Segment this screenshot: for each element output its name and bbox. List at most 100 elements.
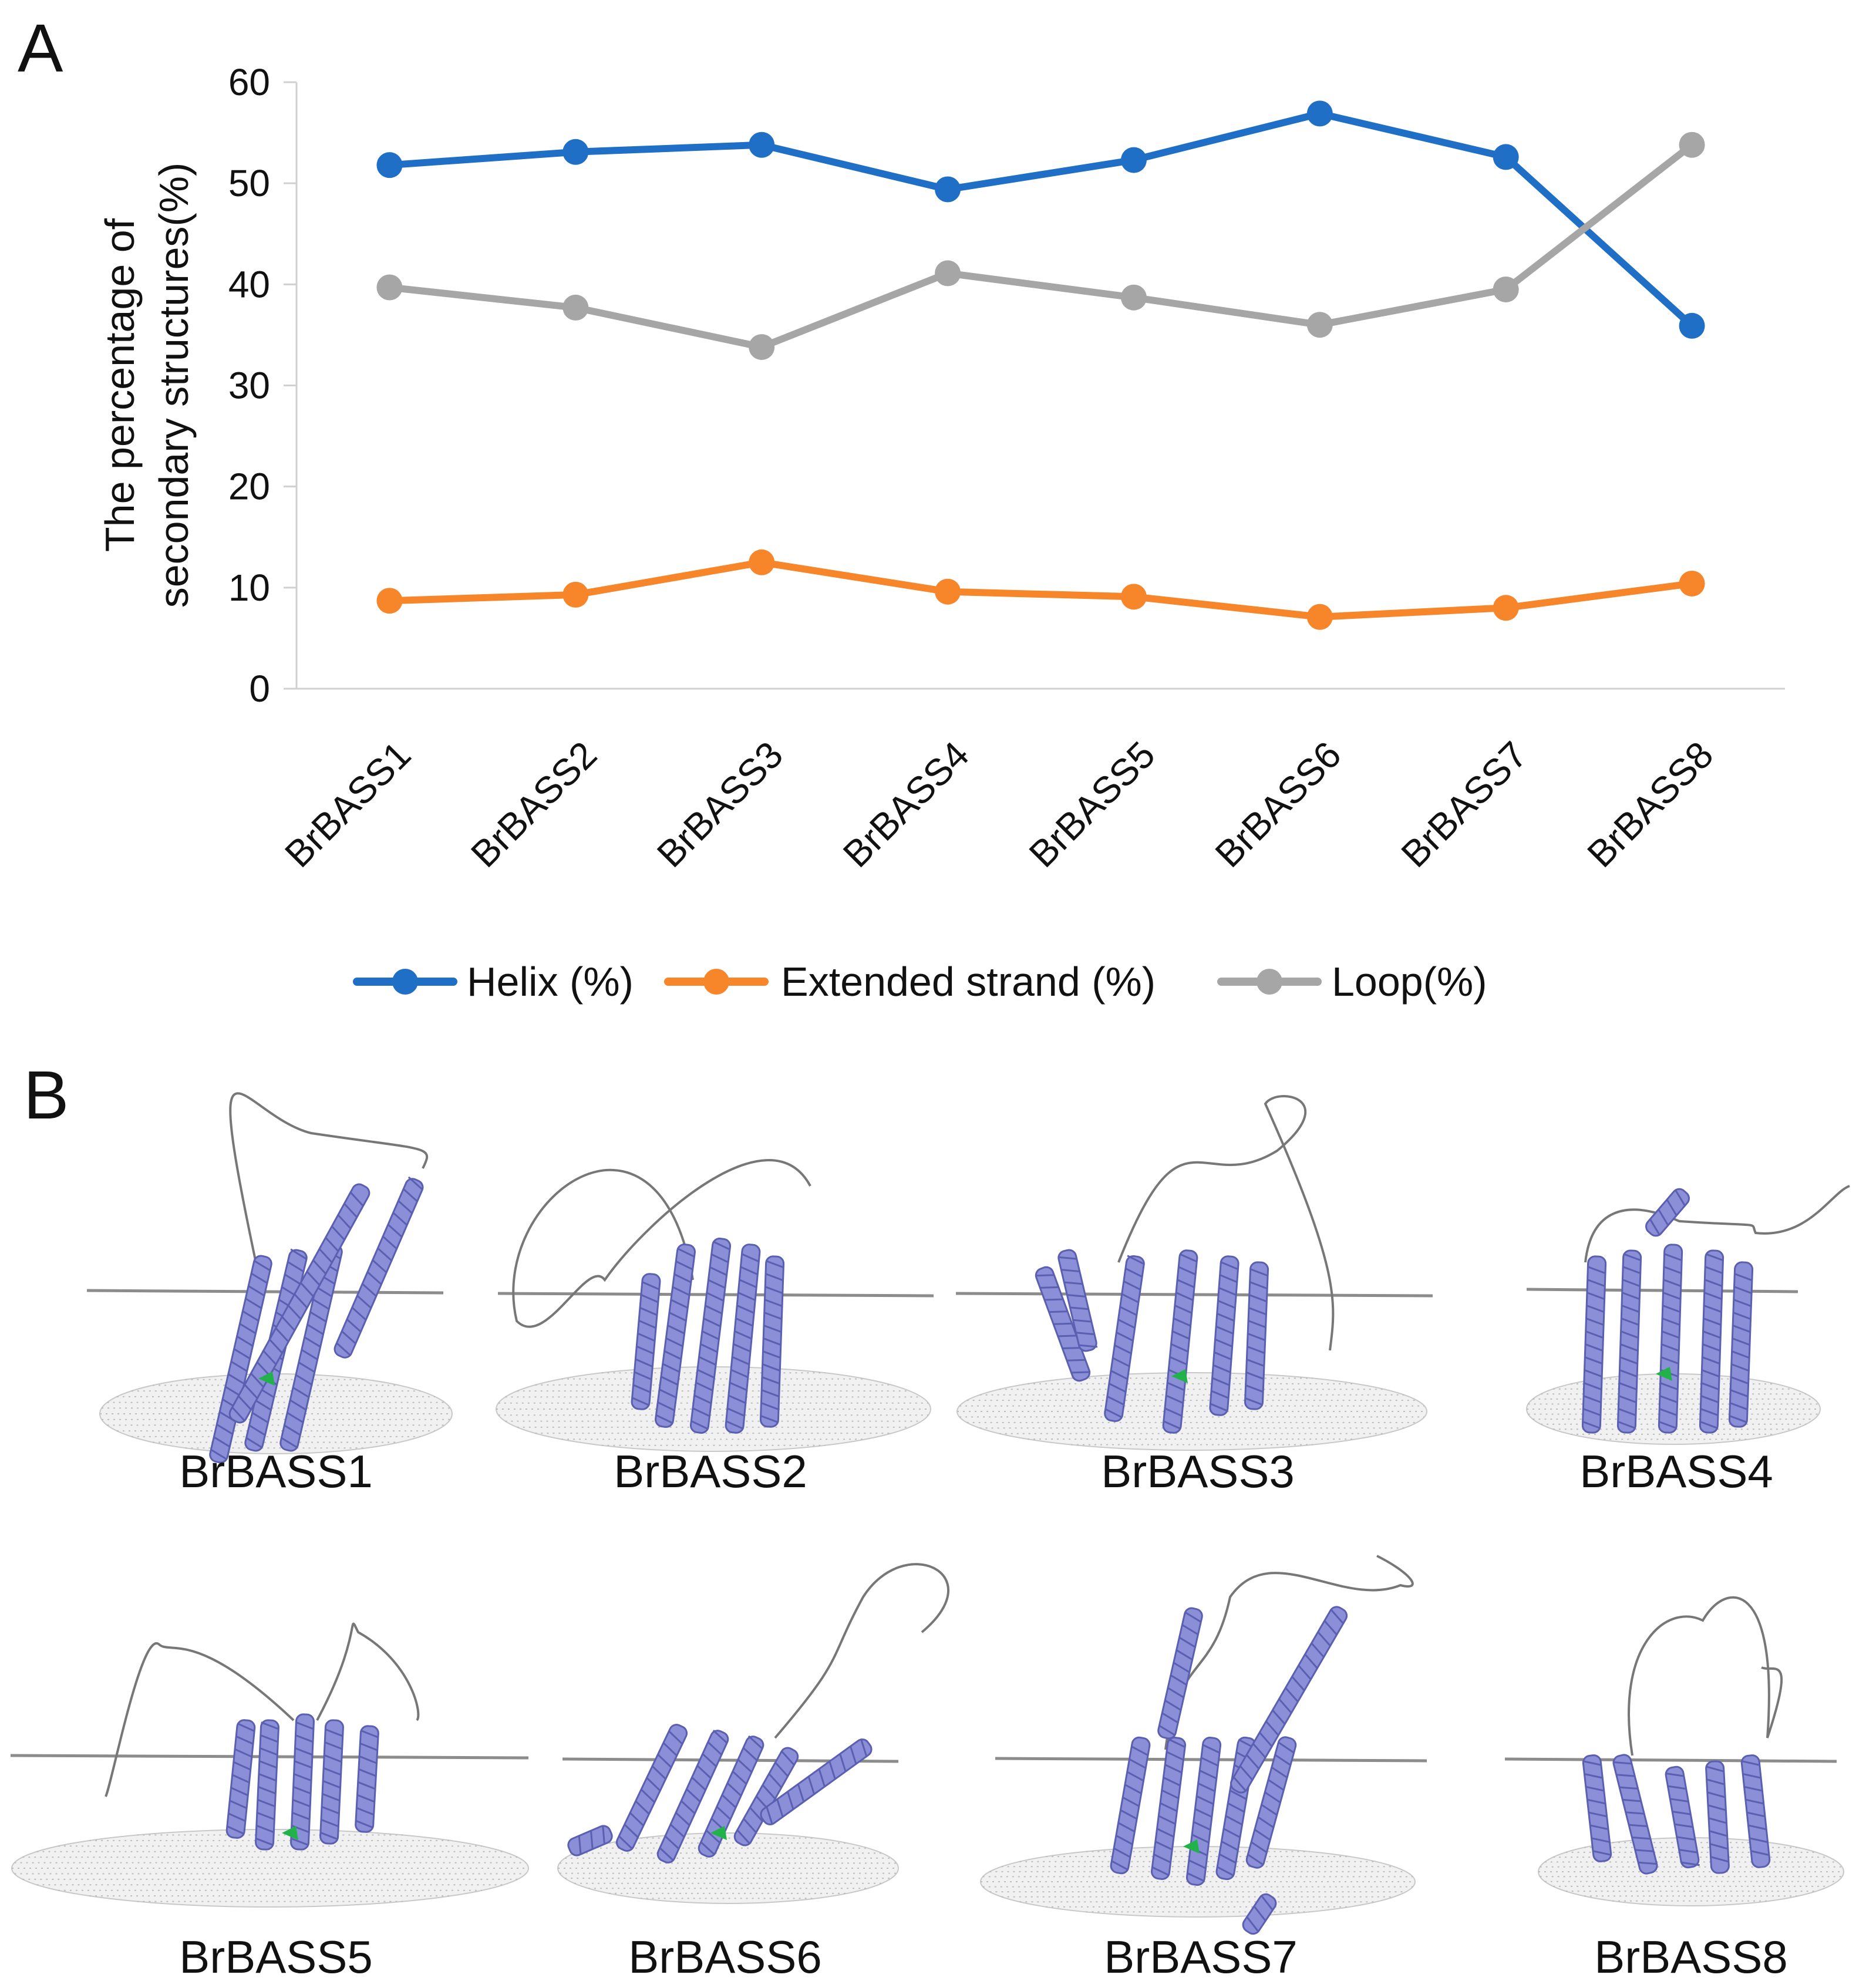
- loop-region: [774, 1563, 950, 1739]
- loop-data-point: [1679, 132, 1705, 158]
- x-category-label: BrBASS3: [649, 733, 791, 875]
- x-category-label: BrBASS7: [1393, 733, 1535, 875]
- helix: [1057, 1249, 1098, 1352]
- loop-region: [1628, 1596, 1783, 1756]
- y-tick-label: 30: [228, 365, 270, 407]
- y-tick-label: 0: [249, 668, 270, 710]
- loop-region: [105, 1622, 420, 1797]
- helix: [1151, 1737, 1186, 1880]
- panel-b-letter: B: [23, 1057, 69, 1133]
- y-tick-label: 60: [228, 61, 270, 103]
- loop-region: [1164, 1555, 1414, 1750]
- helix: [1104, 1255, 1145, 1423]
- strand-series-line: [386, 558, 1696, 621]
- loop-region: [512, 1159, 811, 1328]
- structure-7: BrBASS7: [980, 1555, 1427, 1983]
- helix: [1616, 1249, 1642, 1434]
- helix-data-point: [1120, 147, 1147, 173]
- x-category-labels: BrBASS1 BrBASS2 BrBASS3 BrBASS4 BrBASS5 BrBAS…: [277, 733, 1721, 875]
- helix: [209, 1255, 272, 1464]
- helix: [1582, 1754, 1612, 1862]
- helix: [1162, 1249, 1198, 1434]
- helix: [255, 1719, 279, 1851]
- legend-item-loop: Loop(%): [1217, 959, 1487, 1005]
- structure-label: BrBASS1: [179, 1445, 372, 1497]
- helix-data-point: [1306, 100, 1333, 127]
- helix: [334, 1176, 424, 1359]
- helix: [760, 1738, 873, 1825]
- y-axis-title-line2: secondary structures(%): [151, 163, 197, 608]
- helix: [1209, 1255, 1239, 1416]
- helix: [1740, 1754, 1771, 1868]
- structure-5: BrBASS5: [10, 1622, 529, 1983]
- y-tick-label: 40: [228, 263, 270, 305]
- legend-helix-marker: [392, 969, 418, 995]
- structure-2: BrBASS2: [496, 1159, 934, 1497]
- structure-4: BrBASS4: [1526, 1185, 1850, 1497]
- x-category-label: BrBASS2: [463, 733, 605, 875]
- helix-data-point: [376, 152, 403, 178]
- strand-data-point: [1120, 584, 1147, 610]
- helix: [1728, 1261, 1754, 1428]
- y-tick-label: 20: [228, 466, 270, 508]
- beta-strand: [1183, 1839, 1200, 1854]
- loop-region: [1117, 1095, 1335, 1351]
- helix: [631, 1273, 661, 1410]
- helix: [355, 1725, 379, 1833]
- helix-series-line: [386, 110, 1696, 329]
- y-ticks: 0 10 20 30 40 50 60: [228, 61, 297, 710]
- loop-data-point: [376, 274, 403, 301]
- helix: [1245, 1736, 1297, 1869]
- helix: [1230, 1606, 1348, 1794]
- helix: [319, 1719, 344, 1845]
- beta-strand: [258, 1372, 275, 1386]
- protein-structure-grid: BrBASS1 BrBASS2 BrBASS3 BrBASS4 BrBASS5 BrBAS…: [10, 1092, 1850, 1983]
- loop-data-point: [749, 334, 775, 360]
- helix: [228, 1183, 370, 1424]
- loop-region: [1584, 1185, 1850, 1263]
- helix: [656, 1730, 729, 1864]
- loop-series-line: [386, 141, 1696, 351]
- x-category-label: BrBASS5: [1021, 733, 1163, 875]
- structure-1: BrBASS1: [86, 1092, 453, 1497]
- helix-data-point: [1679, 312, 1705, 339]
- loop-data-point: [935, 260, 961, 287]
- helix: [1699, 1249, 1724, 1434]
- loop-region: [229, 1092, 429, 1275]
- membrane-disc: [956, 1372, 1427, 1451]
- x-category-label: BrBASS8: [1579, 733, 1721, 875]
- helix: [1242, 1893, 1277, 1935]
- helix: [655, 1244, 696, 1428]
- beta-strand: [1171, 1369, 1188, 1383]
- strand-data-point: [563, 581, 589, 608]
- strand-data-point: [376, 588, 403, 614]
- panel-a-letter: A: [18, 10, 63, 86]
- helix: [689, 1238, 732, 1434]
- helix: [1035, 1266, 1091, 1382]
- structure-label: BrBASS3: [1101, 1445, 1294, 1497]
- helix: [1658, 1244, 1683, 1434]
- chart-legend: Helix (%) Extended strand (%) Loop(%): [353, 959, 1487, 1005]
- structure-label: BrBASS6: [628, 1931, 821, 1983]
- strand-data-point: [935, 578, 961, 605]
- structure-label: BrBASS5: [179, 1931, 372, 1983]
- structure-8: BrBASS8: [1504, 1596, 1844, 1983]
- helix: [698, 1735, 764, 1858]
- membrane-plane: [1526, 1288, 1798, 1293]
- legend-loop-marker: [1257, 969, 1282, 995]
- y-tick-label: 50: [228, 162, 270, 204]
- strand-data-point: [1493, 595, 1519, 621]
- helix: [1665, 1765, 1700, 1869]
- helix: [615, 1724, 688, 1852]
- helix-data-point: [1493, 144, 1519, 170]
- helix: [1157, 1607, 1203, 1740]
- legend-helix-label: Helix (%): [467, 959, 634, 1005]
- helix: [1612, 1754, 1658, 1875]
- helix: [1244, 1261, 1269, 1410]
- y-tick-label: 10: [228, 567, 270, 609]
- structure-label: BrBASS4: [1579, 1445, 1773, 1497]
- legend-strand-label: Extended strand (%): [781, 959, 1156, 1005]
- helix: [1581, 1255, 1607, 1434]
